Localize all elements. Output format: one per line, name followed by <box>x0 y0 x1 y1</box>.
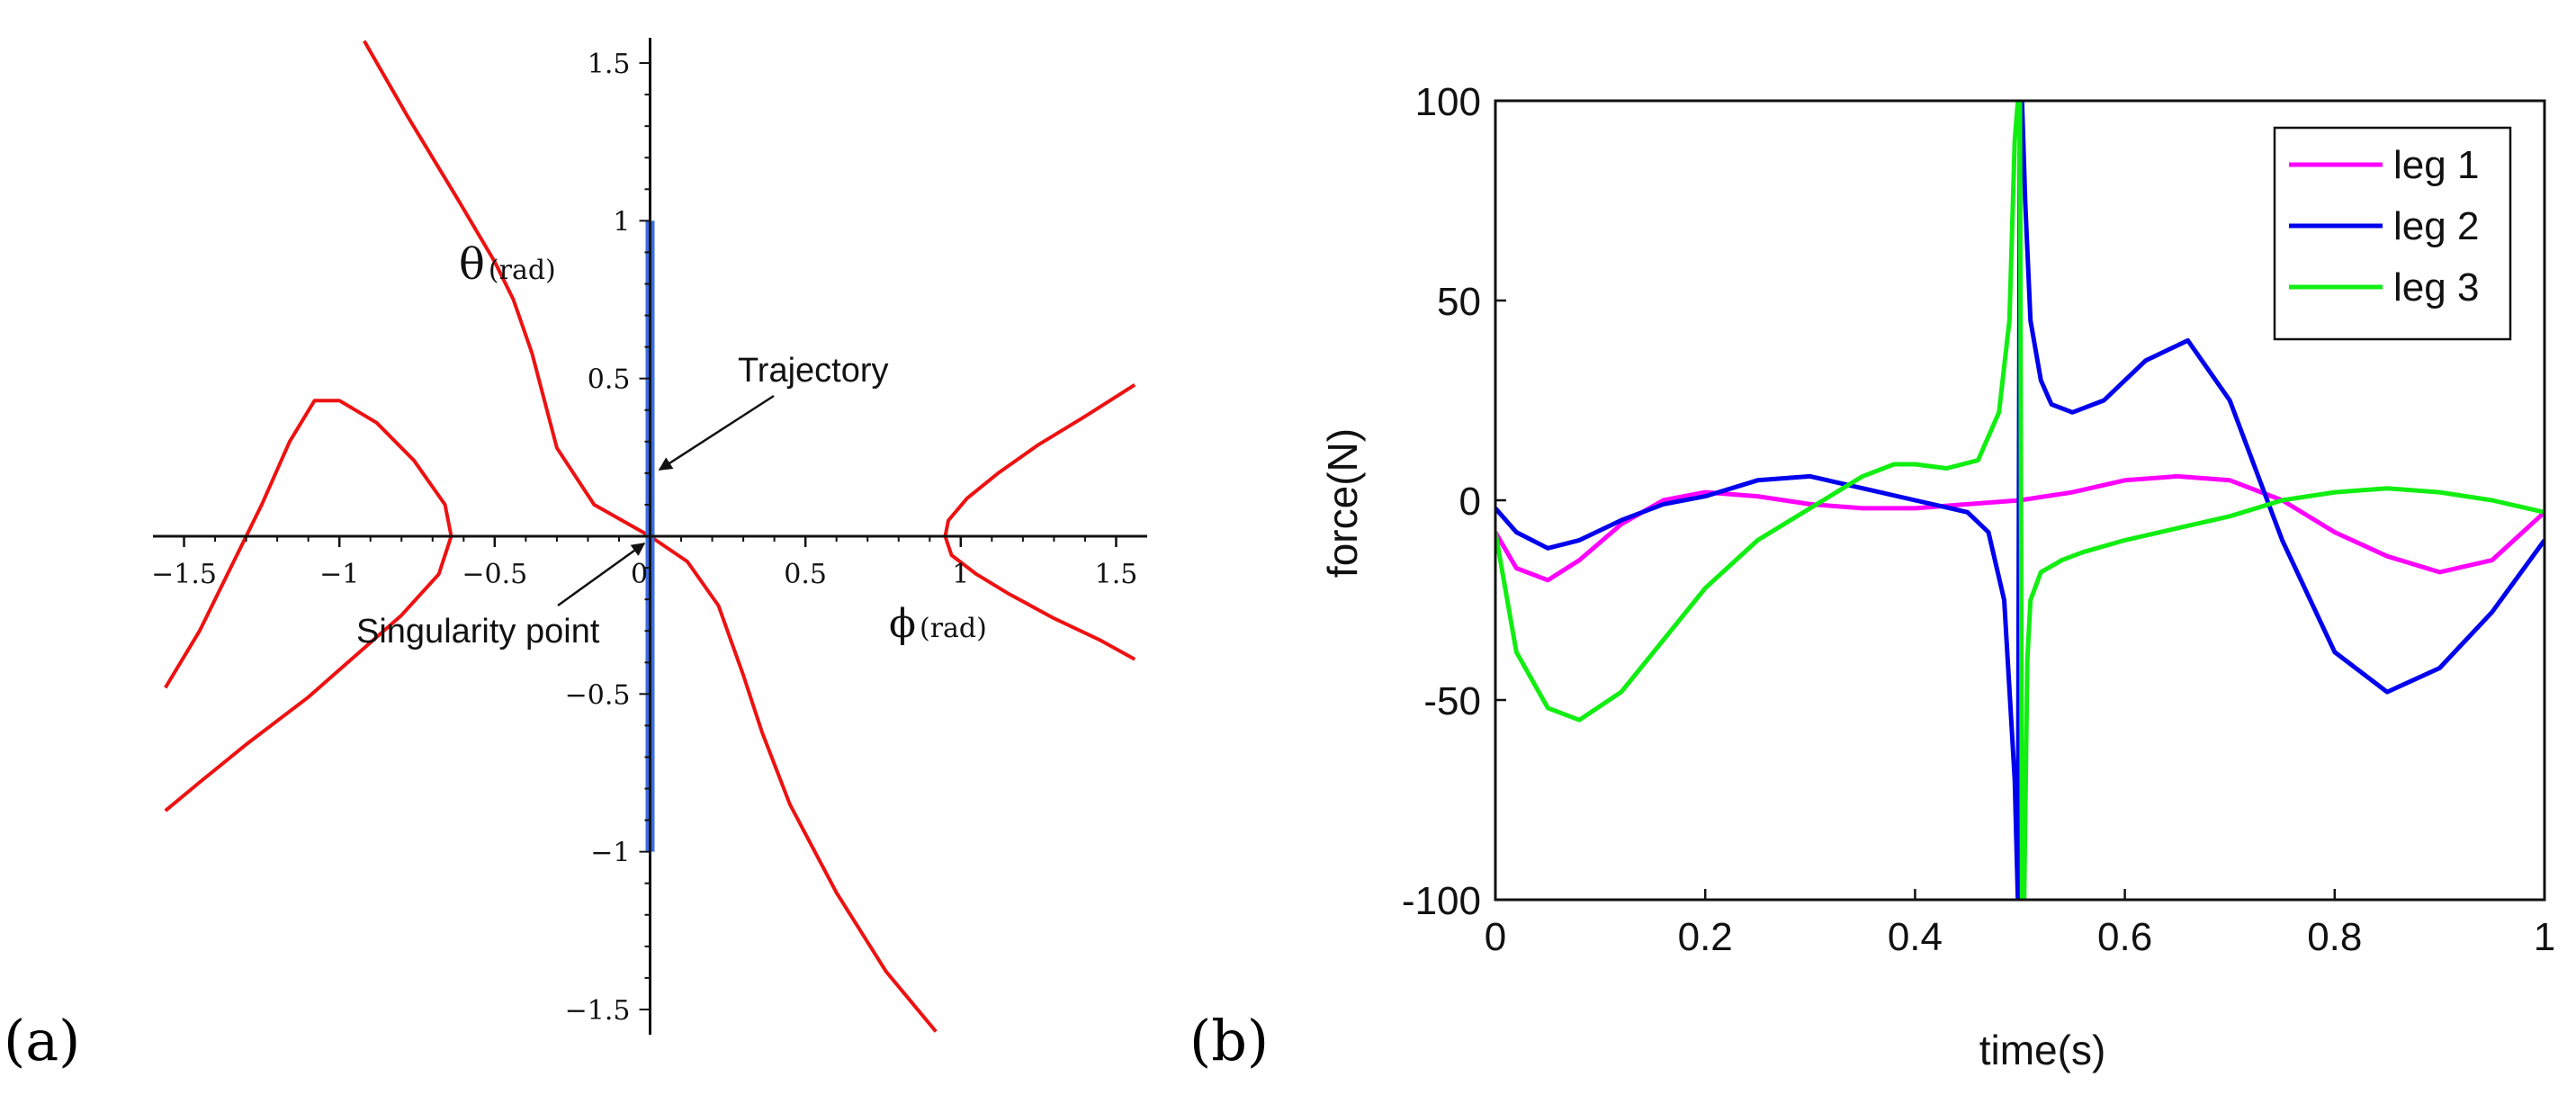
x-tick-label: 1.5 <box>1095 559 1138 590</box>
x-tick-label: 1 <box>952 559 969 590</box>
y-tick-label: 0.5 <box>588 364 631 396</box>
legend-label-leg-2: leg 2 <box>2393 204 2479 248</box>
force-series <box>1495 101 2545 900</box>
y-tick-label: −1 <box>590 838 630 869</box>
y-tick-label: −0.5 <box>565 679 631 711</box>
singularity-arrow <box>557 542 646 607</box>
curve-singularity-left-loop <box>164 399 453 812</box>
x-tick-label: 0.2 <box>1678 915 1733 959</box>
y-tick-label: 0 <box>1459 480 1481 524</box>
x-tick-label: 0.5 <box>784 559 827 590</box>
singularity-annotation: Singularity point <box>356 613 600 651</box>
x-axis-label: ϕ (rad) <box>889 601 987 647</box>
legend-label-leg-1: leg 1 <box>2393 143 2479 187</box>
series-leg-3 <box>1495 101 2545 900</box>
y-tick-label: 50 <box>1437 280 1481 324</box>
panel-a-label: (a) <box>4 1008 80 1073</box>
x-tick-label: 0.4 <box>1888 915 1943 959</box>
y-tick-label: 1 <box>613 206 630 238</box>
panel-b-chart: 0 0.2 0.4 0.6 0.8 1 100 50 0 -50 -100 time(s) forc… <box>1189 80 2555 1073</box>
panel-b-label: (b) <box>1189 1008 1269 1073</box>
axis-ticks: −1.5 −1 −0.5 0 0.5 1 1.5 −1.5 −1 −0.5 0.5 1 1.5 <box>151 49 1137 1027</box>
series-leg-2 <box>1495 101 2545 900</box>
x-tick-label: −1.5 <box>151 559 217 590</box>
x-tick-label: −1 <box>319 559 359 590</box>
singularity-curves <box>164 40 1136 1033</box>
x-axis-label: time(s) <box>1979 1027 2106 1073</box>
curve-singularity-upper-left <box>363 40 651 538</box>
x-tick-label: 0 <box>631 559 648 590</box>
trajectory-arrow <box>658 394 775 471</box>
x-tick-label: −0.5 <box>462 559 527 590</box>
y-axis-label: force(N) <box>1319 428 1366 578</box>
legend-box <box>2273 126 2512 341</box>
y-tick-label: -50 <box>1423 679 1481 723</box>
y-axis-label: θ (rad) <box>459 239 556 290</box>
x-tick-label: 1 <box>2534 915 2555 959</box>
legend-label-leg-3: leg 3 <box>2393 265 2479 310</box>
legend: leg 1 leg 2 leg 3 <box>2273 126 2512 341</box>
x-tick-label: 0.8 <box>2307 915 2362 959</box>
y-tick-label: −1.5 <box>565 995 631 1027</box>
axis-ticks: 0 0.2 0.4 0.6 0.8 1 100 50 0 -50 -100 <box>1402 80 2555 959</box>
series-leg-1 <box>1495 473 2545 583</box>
x-tick-label: 0 <box>1485 915 1506 959</box>
y-tick-label: 100 <box>1415 80 1481 124</box>
panel-a-chart: −1.5 −1 −0.5 0 0.5 1 1.5 −1.5 −1 −0.5 0.5 1 1.5 θ (ra… <box>4 38 1147 1073</box>
curve-singularity-lower-right <box>649 534 938 1033</box>
y-tick-label: 1.5 <box>588 49 631 80</box>
y-tick-label: -100 <box>1402 879 1481 923</box>
trajectory-annotation: Trajectory <box>738 352 889 390</box>
x-tick-label: 0.6 <box>2097 915 2152 959</box>
